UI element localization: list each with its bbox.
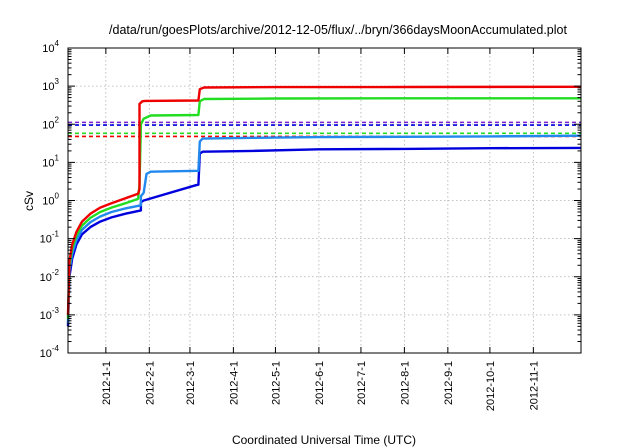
series-line xyxy=(66,134,582,324)
x-tick-label: 2012-10-1 xyxy=(485,361,497,411)
x-tick-label: 2012-6-1 xyxy=(314,361,326,405)
x-tick-label: 2012-8-1 xyxy=(399,361,411,405)
y-tick-label: 10-4 xyxy=(40,344,60,360)
x-tick-label: 2012-1-1 xyxy=(101,361,113,405)
y-tick-label: 101 xyxy=(42,153,59,169)
x-tick-labels: 2012-1-1 2012-2-1 2012-3-1 2012-4-1 2012-5-1… xyxy=(101,361,540,411)
x-tick-label: 2012-5-1 xyxy=(270,361,282,405)
x-axis-label: Coordinated Universal Time (UTC) xyxy=(232,433,416,447)
chart-title: /data/run/goesPlots/archive/2012-12-05/f… xyxy=(109,23,567,37)
x-tick-label: 2012-9-1 xyxy=(443,361,455,405)
y-tick-labels: 10-4 10-3 10-2 10-1 100 101 102 103 104 xyxy=(40,39,60,360)
y-tick-label: 100 xyxy=(42,192,59,208)
y-tick-label: 102 xyxy=(42,115,59,131)
series-line xyxy=(66,146,582,327)
y-tick-label: 104 xyxy=(42,39,59,55)
series-line xyxy=(66,97,581,319)
y-tick-label: 10-3 xyxy=(40,306,60,322)
grid-layer xyxy=(68,48,581,353)
x-tick-label: 2012-11-1 xyxy=(528,361,540,410)
x-tick-label: 2012-2-1 xyxy=(144,361,156,405)
y-tick-label: 103 xyxy=(42,77,59,93)
y-tick-label: 10-1 xyxy=(40,230,60,246)
series-line xyxy=(66,85,582,315)
x-tick-label: 2012-7-1 xyxy=(356,361,368,405)
tick-layer xyxy=(68,47,581,354)
y-tick-label: 10-2 xyxy=(40,268,60,284)
x-tick-label: 2012-3-1 xyxy=(185,361,197,405)
y-axis-label: cSv xyxy=(22,191,36,211)
x-tick-label: 2012-4-1 xyxy=(228,361,240,405)
series-layer xyxy=(66,85,582,327)
